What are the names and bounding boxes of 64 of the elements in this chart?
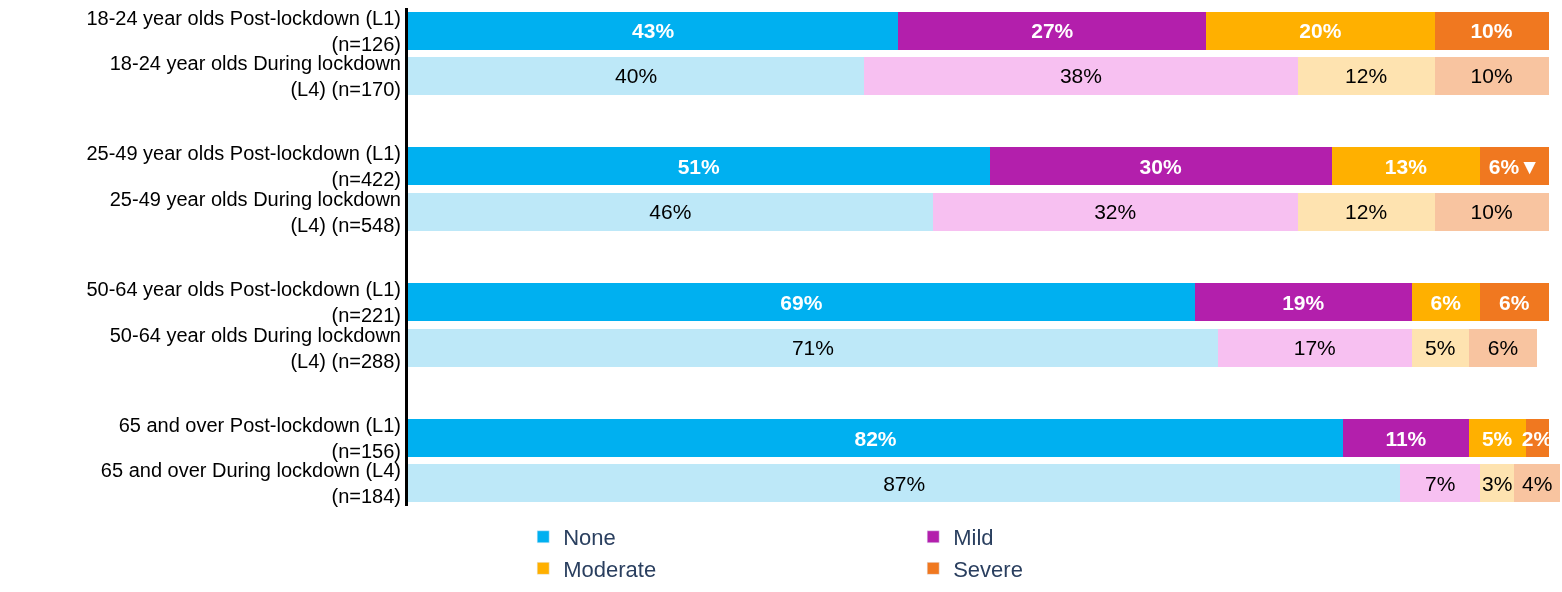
data-label: 17% <box>1293 336 1336 360</box>
data-label: 11% <box>1385 426 1427 450</box>
bar <box>408 464 1401 503</box>
bar <box>1217 328 1412 367</box>
y-tick-label: 50-64 year olds Post-lockdown (L1) (n=221) <box>86 278 401 327</box>
bar <box>864 56 1298 95</box>
bar <box>932 192 1298 231</box>
bar <box>1195 283 1412 322</box>
legend-label: Moderate <box>563 556 657 582</box>
bar <box>1343 419 1469 458</box>
data-label: 87% <box>883 471 926 495</box>
bar <box>1297 56 1435 95</box>
data-label: 40% <box>615 64 658 88</box>
legend-label: Mild <box>953 525 994 551</box>
legend-label: None <box>563 525 616 551</box>
data-label: 7% <box>1425 471 1456 495</box>
bar <box>989 147 1332 186</box>
data-label: 5% <box>1425 336 1456 360</box>
bar <box>408 11 899 50</box>
data-label: 12% <box>1345 200 1388 224</box>
data-label: 51% <box>677 154 721 178</box>
data-label: 38% <box>1059 64 1102 88</box>
data-label: 69% <box>780 290 823 314</box>
y-tick-label: 25-49 year olds Post-lockdown (L1) (n=422) <box>86 142 401 191</box>
bar <box>1400 464 1481 503</box>
bar <box>408 328 1218 367</box>
data-label: 30% <box>1139 154 1182 178</box>
bar <box>1434 11 1549 50</box>
data-label: 6% <box>1487 336 1519 360</box>
bar <box>1206 11 1435 50</box>
bar <box>1480 283 1549 322</box>
data-label: 12% <box>1345 64 1388 88</box>
data-label: 3% <box>1482 471 1513 495</box>
bar <box>408 419 1344 458</box>
data-label: 10% <box>1470 200 1513 224</box>
data-label: 32% <box>1094 200 1137 224</box>
bar <box>408 283 1196 322</box>
bar <box>408 56 865 95</box>
data-label: 43% <box>632 19 675 43</box>
data-label: 6% <box>1430 290 1462 314</box>
legend-label: Severe <box>953 556 1023 582</box>
data-label: 19% <box>1282 290 1325 314</box>
data-label: 5% <box>1481 426 1513 450</box>
y-tick-label: 18-24 year olds Post-lockdown (L1) (n=126) <box>86 6 401 55</box>
bar <box>408 147 990 186</box>
data-label: 27% <box>1031 19 1074 43</box>
data-label: 6% <box>1499 290 1530 314</box>
data-label: 4% <box>1522 471 1553 495</box>
y-tick-label: 65 and over Post-lockdown (L1) (n=156) <box>118 414 401 463</box>
data-label: 10% <box>1470 19 1513 43</box>
bar <box>1468 328 1538 367</box>
bar <box>898 11 1207 50</box>
data-label: 10% <box>1470 64 1513 88</box>
bar <box>1434 56 1549 95</box>
data-label: 6%▼ <box>1488 154 1540 178</box>
data-label: 20% <box>1299 19 1342 43</box>
bar <box>408 192 933 231</box>
bar <box>1297 192 1435 231</box>
data-label: 82% <box>854 426 897 450</box>
bar <box>1434 192 1549 231</box>
bar <box>1331 147 1481 186</box>
data-label: 46% <box>649 200 692 224</box>
data-label: 13% <box>1384 154 1428 178</box>
data-label: 71% <box>791 336 834 360</box>
